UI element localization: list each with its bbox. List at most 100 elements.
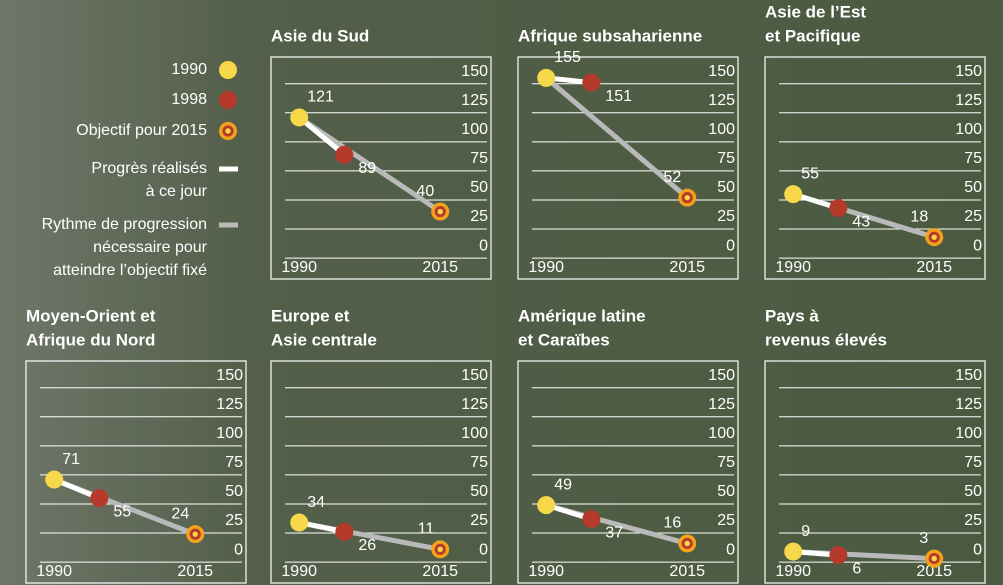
y-tick-label: 25 <box>470 512 488 529</box>
y-tick-label: 125 <box>955 92 982 109</box>
x-tick-label: 2015 <box>669 563 705 580</box>
x-tick-label: 2015 <box>422 563 458 580</box>
y-tick-label: 75 <box>964 454 982 471</box>
panel-frame <box>517 360 739 584</box>
marker-1990 <box>219 61 237 79</box>
marker-1998 <box>582 73 601 92</box>
panel-title: Afrique du Nord <box>26 330 155 349</box>
marker-1990 <box>784 542 803 561</box>
y-tick-label: 100 <box>461 121 488 138</box>
panel-frame <box>764 56 986 280</box>
y-tick-label: 0 <box>234 541 243 558</box>
marker-1990 <box>290 513 309 532</box>
legend-label: Progrès réalisés <box>91 160 207 177</box>
target-center <box>225 128 231 134</box>
y-tick-label: 50 <box>225 483 243 500</box>
x-tick-label: 1990 <box>528 563 564 580</box>
marker-1990 <box>537 68 556 87</box>
y-tick-label: 50 <box>964 483 982 500</box>
x-tick-label: 2015 <box>177 563 213 580</box>
y-tick-label: 0 <box>973 237 982 254</box>
x-tick-label: 2015 <box>669 259 705 276</box>
data-label: 26 <box>358 537 376 554</box>
y-tick-label: 150 <box>461 63 488 80</box>
target-center <box>437 208 443 215</box>
data-label: 16 <box>663 515 681 532</box>
marker-1998 <box>335 522 354 541</box>
marker-1990 <box>784 185 803 204</box>
target-center <box>931 555 937 562</box>
y-tick-label: 0 <box>973 541 982 558</box>
y-tick-label: 25 <box>470 208 488 225</box>
y-tick-label: 75 <box>470 454 488 471</box>
y-tick-label: 75 <box>470 150 488 167</box>
data-label: 43 <box>852 213 870 230</box>
legend-label: nécessaire pour <box>93 239 208 256</box>
y-tick-label: 75 <box>717 150 735 167</box>
progress-line <box>297 115 346 157</box>
panel-title: Europe et <box>271 306 350 325</box>
data-label: 11 <box>418 521 435 538</box>
y-tick-label: 50 <box>717 179 735 196</box>
y-tick-label: 100 <box>708 121 735 138</box>
y-tick-label: 100 <box>955 121 982 138</box>
data-label: 49 <box>554 476 572 493</box>
y-tick-label: 25 <box>717 208 735 225</box>
marker-1998 <box>829 199 848 218</box>
y-tick-label: 100 <box>708 425 735 442</box>
data-label: 18 <box>910 208 928 225</box>
y-tick-label: 50 <box>470 483 488 500</box>
legend-label: 1990 <box>171 61 207 78</box>
panel-frame <box>270 360 492 584</box>
data-label: 55 <box>113 503 131 520</box>
y-tick-label: 50 <box>717 483 735 500</box>
y-tick-label: 75 <box>964 150 982 167</box>
y-tick-label: 125 <box>708 396 735 413</box>
y-tick-label: 75 <box>225 454 243 471</box>
x-tick-label: 1990 <box>36 563 72 580</box>
marker-1990 <box>290 108 309 127</box>
x-tick-label: 1990 <box>528 259 564 276</box>
y-tick-label: 100 <box>461 425 488 442</box>
legend-label: à ce jour <box>146 183 208 200</box>
y-tick-label: 50 <box>964 179 982 196</box>
panel-title: Moyen-Orient et <box>26 306 156 325</box>
data-label: 155 <box>554 49 581 66</box>
panel-frame <box>25 360 247 584</box>
target-center <box>931 234 937 240</box>
target-center <box>192 531 198 537</box>
panel-title: revenus élevés <box>765 330 887 349</box>
legend-label: 1998 <box>171 91 207 108</box>
panel-frame <box>517 56 739 280</box>
y-tick-label: 25 <box>964 208 982 225</box>
panel-title: et Caraïbes <box>518 330 610 349</box>
data-label: 40 <box>416 183 434 200</box>
data-label: 121 <box>307 89 334 106</box>
panel-frame <box>270 56 492 280</box>
y-tick-label: 125 <box>461 396 488 413</box>
y-tick-label: 100 <box>216 425 243 442</box>
y-tick-label: 150 <box>955 367 982 384</box>
y-tick-label: 0 <box>479 541 488 558</box>
panel-title: Amérique latine <box>518 306 646 325</box>
panel-title: Afrique subsaharienne <box>518 26 702 45</box>
data-label: 71 <box>62 451 80 468</box>
y-tick-label: 150 <box>708 63 735 80</box>
panel-frame <box>764 360 986 584</box>
legend-label: atteindre l’objectif fixé <box>53 262 207 279</box>
y-tick-label: 75 <box>717 454 735 471</box>
data-label: 9 <box>801 523 810 540</box>
panel-title: Pays à <box>765 306 819 325</box>
y-tick-label: 150 <box>216 367 243 384</box>
data-label: 37 <box>605 524 623 541</box>
y-tick-label: 25 <box>225 512 243 529</box>
marker-1990 <box>45 470 64 489</box>
y-tick-label: 125 <box>461 92 488 109</box>
data-label: 34 <box>307 494 325 511</box>
marker-1998 <box>90 489 109 508</box>
y-tick-label: 25 <box>964 512 982 529</box>
y-tick-label: 125 <box>955 396 982 413</box>
y-tick-label: 100 <box>955 425 982 442</box>
y-tick-label: 125 <box>708 92 735 109</box>
